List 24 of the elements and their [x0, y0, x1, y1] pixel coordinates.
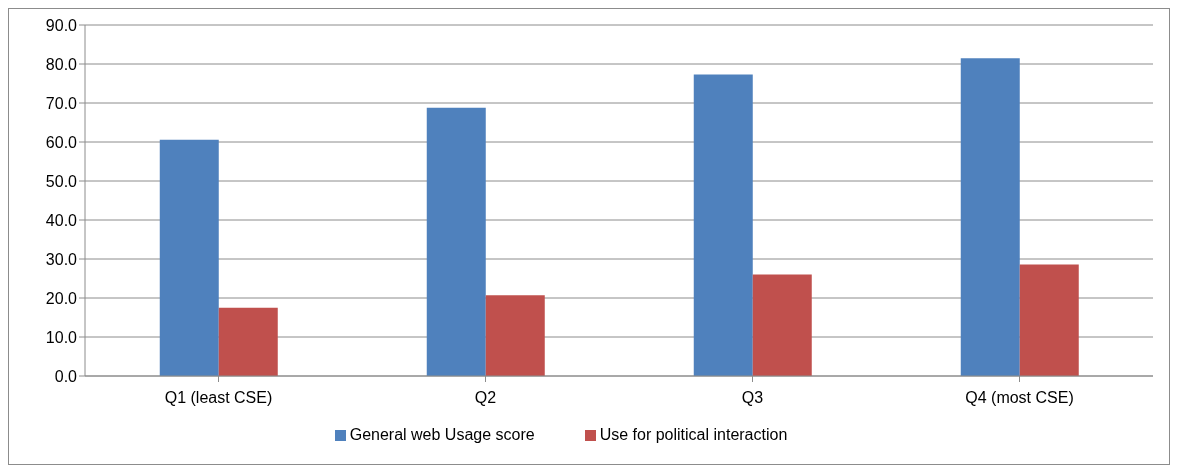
- bar: [159, 139, 219, 376]
- bar: [752, 274, 812, 376]
- y-tick-label: 20.0: [45, 289, 78, 307]
- bar: [218, 307, 278, 376]
- y-tick-label: 90.0: [45, 16, 78, 34]
- y-tick-label: 50.0: [45, 172, 78, 190]
- y-tick-label: 60.0: [45, 133, 78, 151]
- y-tick-label: 70.0: [45, 94, 78, 112]
- x-tick-label: Q1 (least CSE): [164, 389, 273, 407]
- y-tick-label: 10.0: [45, 328, 78, 346]
- y-tick-label: 40.0: [45, 211, 78, 229]
- legend-label: Use for political interaction: [599, 426, 788, 443]
- bar: [485, 295, 545, 376]
- bar: [426, 107, 486, 376]
- x-tick-label: Q4 (most CSE): [965, 389, 1074, 407]
- bar: [960, 58, 1020, 376]
- x-tick-label: Q2: [474, 389, 497, 407]
- y-tick-label: 0.0: [54, 367, 78, 385]
- bar: [1019, 264, 1079, 376]
- y-tick-label: 80.0: [45, 55, 78, 73]
- y-tick-label: 30.0: [45, 250, 78, 268]
- bar: [693, 74, 753, 376]
- legend-label: General web Usage score: [349, 426, 535, 443]
- x-tick-label: Q3: [741, 389, 764, 407]
